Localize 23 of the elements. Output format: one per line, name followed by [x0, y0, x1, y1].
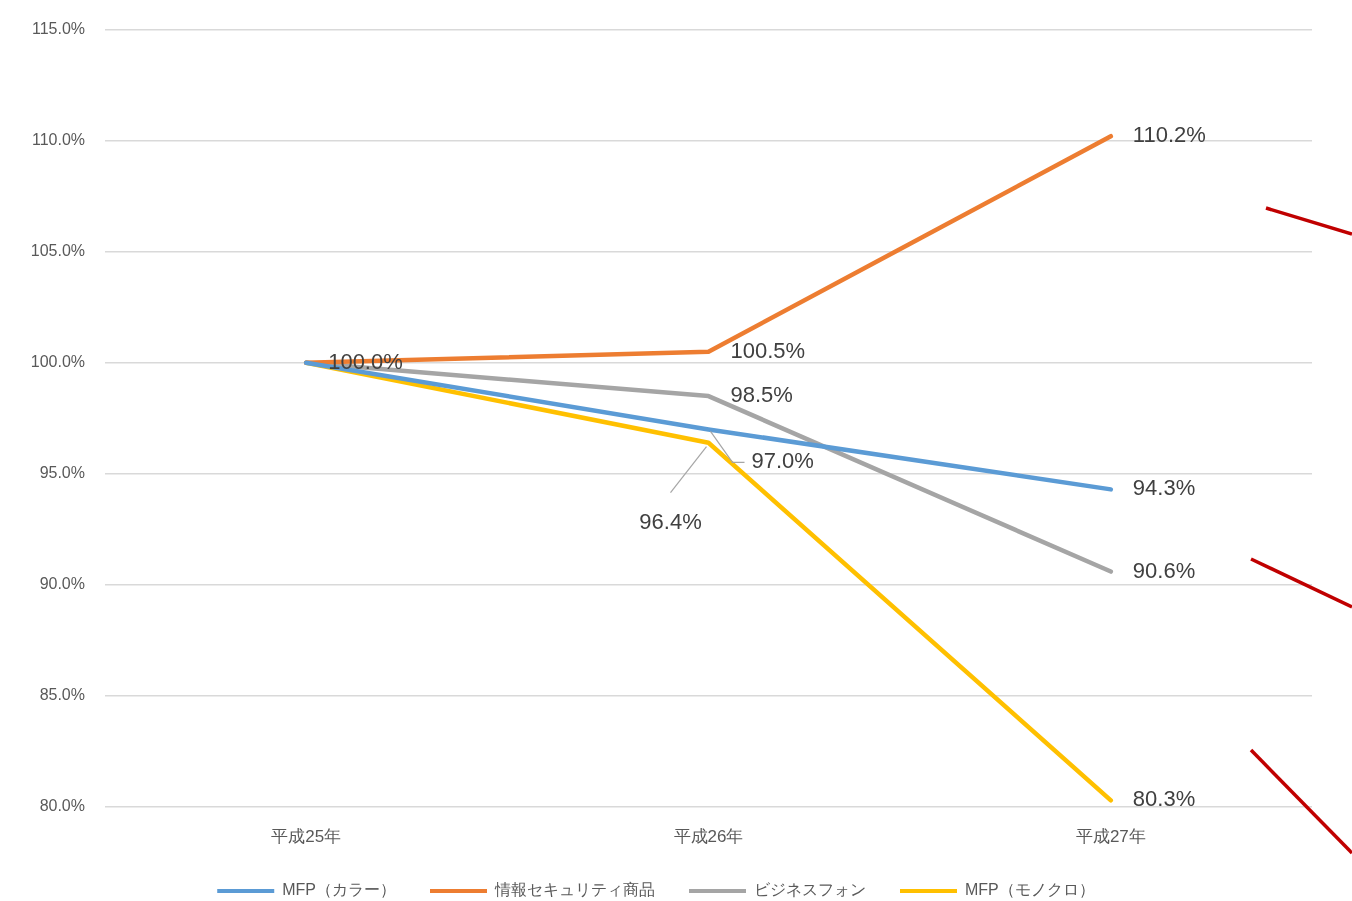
y-tick-label: 115.0% [31, 20, 85, 38]
legend-label: MFP（モノクロ） [965, 881, 1095, 899]
y-tick-label: 85.0% [39, 686, 85, 704]
legend-label: ビジネスフォン [754, 881, 866, 899]
data-label: 98.5% [730, 382, 793, 408]
data-label: 94.3% [1132, 475, 1196, 501]
legend-label: MFP（カラー） [282, 881, 397, 899]
x-tick-label: 平成25年 [271, 826, 342, 846]
y-tick-label: 80.0% [39, 797, 85, 815]
y-tick-label: 105.0% [30, 242, 85, 260]
data-label: 96.4% [639, 508, 702, 534]
y-tick-label: 95.0% [39, 464, 85, 482]
x-tick-label: 平成27年 [1075, 826, 1146, 846]
y-tick-label: 100.0% [30, 353, 85, 371]
legend-label: 情報セキュリティ商品 [494, 881, 655, 899]
data-label: 100.5% [730, 337, 806, 363]
y-tick-label: 110.0% [31, 131, 85, 149]
data-label: 110.2% [1132, 122, 1206, 148]
data-label: 90.6% [1132, 557, 1196, 583]
x-tick-label: 平成26年 [673, 826, 744, 846]
y-tick-label: 90.0% [39, 575, 85, 593]
data-label: 80.3% [1132, 786, 1196, 812]
data-label: 97.0% [751, 448, 814, 474]
